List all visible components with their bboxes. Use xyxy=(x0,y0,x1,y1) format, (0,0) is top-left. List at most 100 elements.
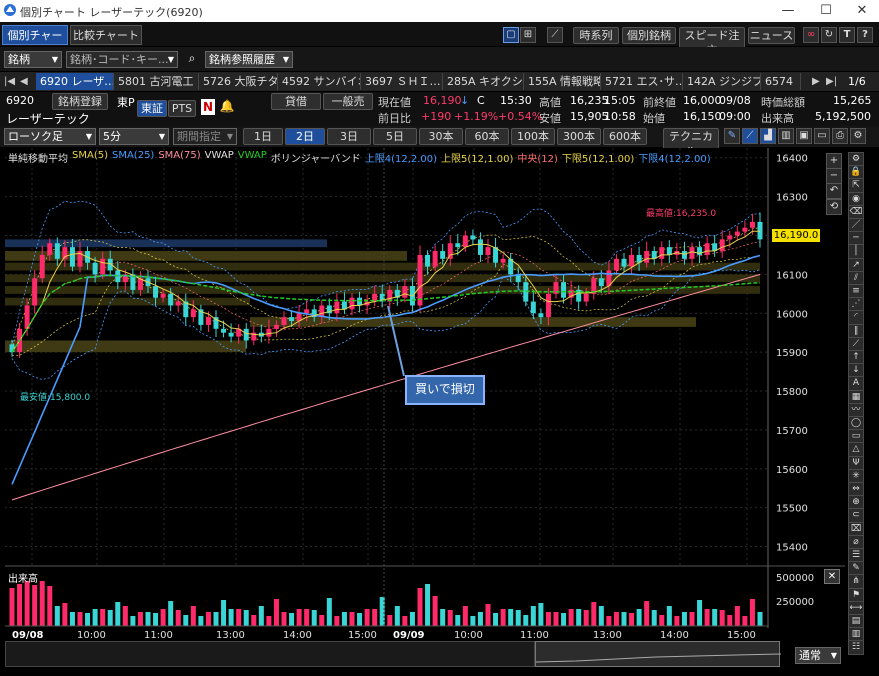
search-type-select[interactable]: 銘柄 ▼ xyxy=(4,51,62,68)
news-n-icon[interactable]: N xyxy=(201,99,215,115)
folder-icon[interactable]: ▭ xyxy=(814,128,830,144)
sma5-line xyxy=(11,230,760,353)
range-button[interactable]: 30本 xyxy=(419,128,463,145)
range-button[interactable]: 100本 xyxy=(511,128,555,145)
candle-body xyxy=(455,243,461,248)
symbol-tab[interactable]: 5801 古河電工 xyxy=(114,73,199,90)
range-button[interactable]: 2日 xyxy=(285,128,325,145)
eye-icon[interactable]: ◉ xyxy=(848,191,864,207)
reset-icon[interactable]: ⟲ xyxy=(826,199,842,215)
pen-icon[interactable]: ✎ xyxy=(724,128,740,144)
text-icon[interactable]: T xyxy=(839,27,855,43)
symbol-tab[interactable]: 285A キオクシ… xyxy=(443,73,524,90)
price-chart[interactable]: 1640016300162001610016000159001580015700… xyxy=(0,148,845,676)
search-icon[interactable]: ⌕ xyxy=(188,51,196,65)
layers-icon[interactable]: ☷ xyxy=(848,640,864,656)
volume-bar xyxy=(409,612,415,626)
symbol-tab[interactable]: 5721 エス･サ… xyxy=(601,73,683,90)
save-icon[interactable]: ▣ xyxy=(796,128,812,144)
period-select[interactable]: 期間指定 ▼ xyxy=(173,128,237,145)
prev-icon[interactable]: ◀ xyxy=(20,76,28,87)
volume-bars xyxy=(9,581,763,626)
range-button[interactable]: 5日 xyxy=(373,128,417,145)
range-button[interactable]: 1日 xyxy=(243,128,283,145)
fork-icon[interactable]: ⋔ xyxy=(848,574,864,590)
arrow-up-icon[interactable]: ↑ xyxy=(848,350,864,365)
exchange-pts-button[interactable]: PTS xyxy=(168,100,196,117)
search-input[interactable]: 銘柄･コード･キー... ▼ xyxy=(66,51,178,68)
single-layout-icon[interactable]: ▢ xyxy=(503,27,519,43)
tab-compare-chart[interactable]: 比較チャート xyxy=(70,25,142,45)
indicator-lower1: 下限5(12,1.00) xyxy=(561,154,635,165)
close-volume-button[interactable]: ✕ xyxy=(824,569,840,584)
volume-bar xyxy=(500,609,506,626)
volume-bar xyxy=(258,606,264,626)
line-chart-icon[interactable]: ⟋ xyxy=(742,128,758,144)
undo-icon[interactable]: ↶ xyxy=(826,183,842,199)
range-button[interactable]: 60本 xyxy=(465,128,509,145)
range-button[interactable]: 300本 xyxy=(557,128,601,145)
brush-icon[interactable]: 〰 xyxy=(848,402,864,418)
cursor-icon[interactable]: ⇱ xyxy=(848,178,864,194)
navigator-window[interactable] xyxy=(535,641,782,667)
high-price: 16,235 xyxy=(570,94,609,107)
exchange-tse-button[interactable]: 東証 xyxy=(137,100,167,117)
minimize-button[interactable]: — xyxy=(781,3,795,18)
close-button[interactable]: ✕ xyxy=(856,3,868,18)
navigator-mode-select[interactable]: 通常 ▼ xyxy=(795,647,841,664)
channel-icon[interactable]: ⫽ xyxy=(848,270,864,286)
symbol-tab[interactable]: 142A ジンジブ xyxy=(683,73,761,90)
maximize-button[interactable]: ☐ xyxy=(820,3,832,18)
line-icon[interactable]: ／ xyxy=(848,218,864,233)
link-icon[interactable]: ∞ xyxy=(803,27,819,43)
bollinger-lower-2 xyxy=(11,269,761,380)
range-button[interactable]: 3日 xyxy=(327,128,371,145)
first-icon[interactable]: |◀ xyxy=(4,76,16,87)
navigator-track[interactable] xyxy=(5,641,535,667)
symbol-tab[interactable]: 6574 xyxy=(761,73,801,90)
fib-fan-icon[interactable]: ⋰ xyxy=(848,297,864,313)
chart-type-select[interactable]: ローソク足 ▼ xyxy=(4,128,96,145)
fib-icon[interactable]: ≡ xyxy=(848,284,864,299)
symbol-tab[interactable]: 155A 情報戦略 xyxy=(524,73,601,90)
history-select[interactable]: 銘柄参照履歴 ▼ xyxy=(205,51,293,68)
help-icon[interactable]: ? xyxy=(857,27,873,43)
area-chart-icon[interactable]: ▟ xyxy=(760,128,776,144)
symbol-tab[interactable]: 5726 大阪チタ xyxy=(199,73,278,90)
symbol-tab[interactable]: 3697 ＳＨＩ… xyxy=(361,73,443,90)
news-button[interactable]: ニュース xyxy=(748,27,795,44)
gann-icon[interactable]: ✳ xyxy=(848,468,864,484)
candle-body xyxy=(432,251,438,267)
volume-bar xyxy=(266,616,272,626)
tab-individual-chart[interactable]: 個別チャート xyxy=(2,25,68,62)
candle-body xyxy=(100,258,106,275)
candle-body xyxy=(221,328,227,333)
print-icon[interactable]: ⎙ xyxy=(832,128,848,144)
trash-icon[interactable]: ⌧ xyxy=(848,521,864,537)
individual-stock-button[interactable]: 個別銘柄 xyxy=(622,27,676,44)
last-icon[interactable]: ▶| xyxy=(826,76,838,87)
zoom-in-icon[interactable]: + xyxy=(826,153,842,169)
symbol-tab[interactable]: 4592 サンバイオ xyxy=(278,73,361,90)
candle-body xyxy=(341,301,347,310)
zone-rect xyxy=(5,251,407,261)
zoom-out-icon[interactable]: − xyxy=(826,168,842,184)
time-series-button[interactable]: 時系列 xyxy=(573,27,619,44)
symbol-tab[interactable]: 6920 レーザ… xyxy=(36,73,114,90)
candle-body xyxy=(568,289,574,298)
draw-line-icon[interactable]: ⟋ xyxy=(547,27,563,43)
register-button[interactable]: 銘柄登録 xyxy=(52,93,108,110)
volume-bar xyxy=(92,609,98,626)
bar-chart-icon[interactable]: ▥ xyxy=(778,128,794,144)
candle-body xyxy=(500,258,506,263)
range-button[interactable]: 600本 xyxy=(603,128,647,145)
grid-layout-icon[interactable]: ⊞ xyxy=(520,27,536,43)
interval-select[interactable]: 5分 ▼ xyxy=(99,128,169,145)
candle-body xyxy=(477,239,483,255)
alert-bell-icon[interactable]: 🔔 xyxy=(219,99,235,113)
settings-icon[interactable]: ⚙ xyxy=(850,128,866,144)
next-icon[interactable]: ▶ xyxy=(812,76,820,87)
refresh-icon[interactable]: ↻ xyxy=(821,27,837,43)
chart-icon[interactable]: ▤ xyxy=(848,614,864,629)
candle-body xyxy=(243,328,249,341)
